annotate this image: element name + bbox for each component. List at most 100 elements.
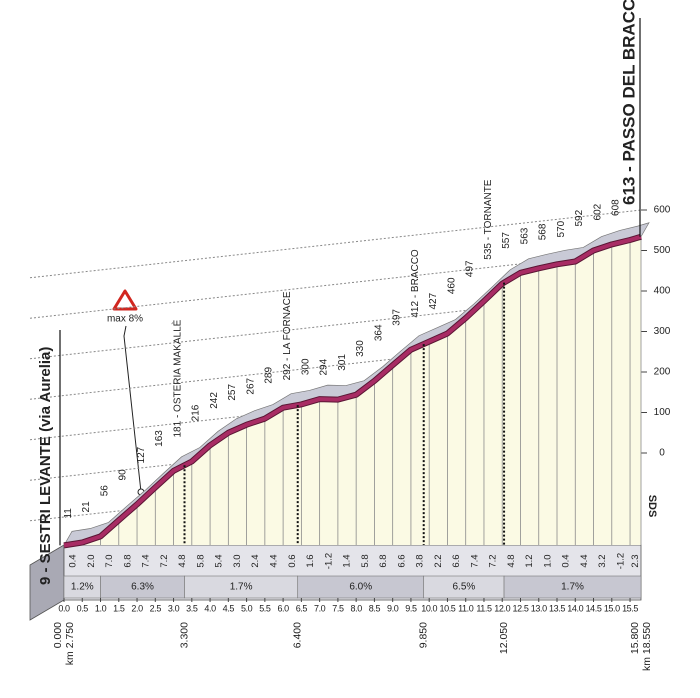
gradient-label: 1.2	[524, 554, 535, 567]
altitude-label: 602	[592, 203, 603, 220]
segment	[301, 399, 320, 545]
altitude-label: 292 - LA FORNACE	[282, 291, 293, 380]
segment	[392, 349, 411, 545]
altitude-label: 127	[136, 446, 147, 463]
gradient-label: 5.4	[214, 554, 225, 567]
annotation-line	[123, 325, 142, 493]
gradient-label: 2.4	[250, 554, 261, 567]
gradient-label: 4.4	[579, 554, 590, 567]
y-tick-label: 300	[654, 326, 671, 337]
marker-label: 12.050	[498, 622, 510, 654]
marker-label: 15.800	[629, 622, 641, 654]
marker-total-label: km 18.550	[641, 622, 653, 671]
segment	[593, 244, 612, 545]
x-tick-label: 5.0	[241, 603, 253, 613]
gradient-label: 6.8	[122, 554, 133, 567]
x-tick-label: 13.5	[549, 603, 565, 613]
section-label: 1.7%	[230, 582, 253, 593]
altitude-label: 163	[154, 430, 165, 447]
altitude-label: 11	[63, 508, 74, 519]
logo: SDS	[646, 495, 658, 518]
gradient-label: 4.8	[177, 554, 188, 567]
x-tick-label: 15.0	[604, 603, 620, 613]
gradient-label: -1.2	[323, 553, 334, 569]
altitude-label: 608	[611, 199, 622, 216]
segment	[557, 261, 576, 545]
gradient-label: 3.2	[597, 554, 608, 567]
segment	[374, 365, 393, 545]
segment	[246, 418, 265, 545]
segment	[410, 341, 430, 545]
segment	[575, 250, 594, 545]
altitude-label: 294	[319, 358, 330, 375]
x-tick-label: 8.0	[350, 603, 362, 613]
marker-label: 9.850	[417, 622, 429, 648]
gradient-label: 5.8	[195, 554, 206, 567]
gradient-label: -1.2	[615, 553, 626, 569]
segment	[465, 301, 484, 545]
x-tick-label: 14.5	[586, 603, 602, 613]
x-tick-label: 6.5	[296, 603, 308, 613]
altitude-label: 301	[337, 354, 348, 371]
start-label: 9 - SESTRI LEVANTE (via Aurelia)	[37, 347, 54, 585]
segment	[264, 407, 284, 545]
altitude-label: 56	[99, 485, 110, 497]
segment	[118, 504, 138, 545]
gradient-label: 1.4	[342, 554, 353, 567]
segment	[502, 272, 521, 545]
gradient-label: 7.2	[488, 554, 499, 567]
marker-total-label: km 2.750	[64, 622, 76, 665]
altitude-label: 330	[355, 340, 366, 357]
segment	[483, 283, 503, 545]
section-label: 6.5%	[452, 582, 475, 593]
altitude-label: 563	[519, 227, 530, 244]
marker-label: 0.000	[52, 622, 64, 648]
segment	[538, 264, 558, 545]
x-tick-label: 7.0	[314, 603, 326, 613]
altitude-label: 364	[373, 324, 384, 341]
gradient-label: 7.4	[469, 554, 480, 567]
x-tick-label: 14.0	[567, 603, 583, 613]
gradient-label: 1.6	[305, 554, 316, 567]
altitude-label: 460	[446, 277, 457, 294]
x-tick-label: 11.5	[476, 603, 492, 613]
x-tick-label: 3.5	[186, 603, 198, 613]
x-tick-label: 2.0	[131, 603, 143, 613]
annotation-text: max 8%	[107, 314, 143, 325]
gradient-label: 3.8	[415, 554, 426, 567]
altitude-label: 570	[556, 220, 567, 237]
altitude-label: 568	[538, 223, 549, 240]
gradient-label: 2.0	[86, 554, 97, 567]
gradient-label: 0.6	[287, 554, 298, 567]
x-tick-label: 9.0	[387, 603, 399, 613]
gradient-label: 0.4	[561, 554, 572, 567]
y-tick-label: 500	[654, 245, 671, 256]
segment	[337, 394, 357, 545]
x-tick-label: 0.0	[58, 603, 70, 613]
x-tick-label: 0.5	[77, 603, 89, 613]
altitude-label: 181 - OSTERIA MAKALLÈ	[170, 319, 183, 437]
gradient-label: 2.2	[433, 554, 444, 567]
gradient-label: 4.4	[268, 554, 279, 567]
x-tick-label: 13.0	[531, 603, 547, 613]
x-tick-label: 2.5	[150, 603, 162, 613]
x-tick-label: 4.5	[223, 603, 235, 613]
segment	[630, 236, 641, 545]
section-label: 1.2%	[71, 582, 94, 593]
segment	[520, 268, 539, 545]
x-tick-label: 6.0	[277, 603, 289, 613]
altitude-label: 427	[428, 292, 439, 309]
gradient-label: 2.3	[630, 554, 641, 567]
x-tick-label: 12.5	[513, 603, 529, 613]
x-tick-label: 1.0	[95, 603, 107, 613]
segment	[210, 432, 229, 545]
altitude-label: 557	[501, 232, 512, 249]
warning-triangle	[112, 289, 138, 311]
altitude-label: 257	[227, 384, 238, 401]
profile-line	[63, 234, 642, 548]
x-tick-label: 10.0	[421, 603, 437, 613]
segment	[228, 424, 247, 545]
section-label: 1.7%	[561, 582, 584, 593]
altitude-label: 535 - TORNANTE	[483, 179, 494, 260]
